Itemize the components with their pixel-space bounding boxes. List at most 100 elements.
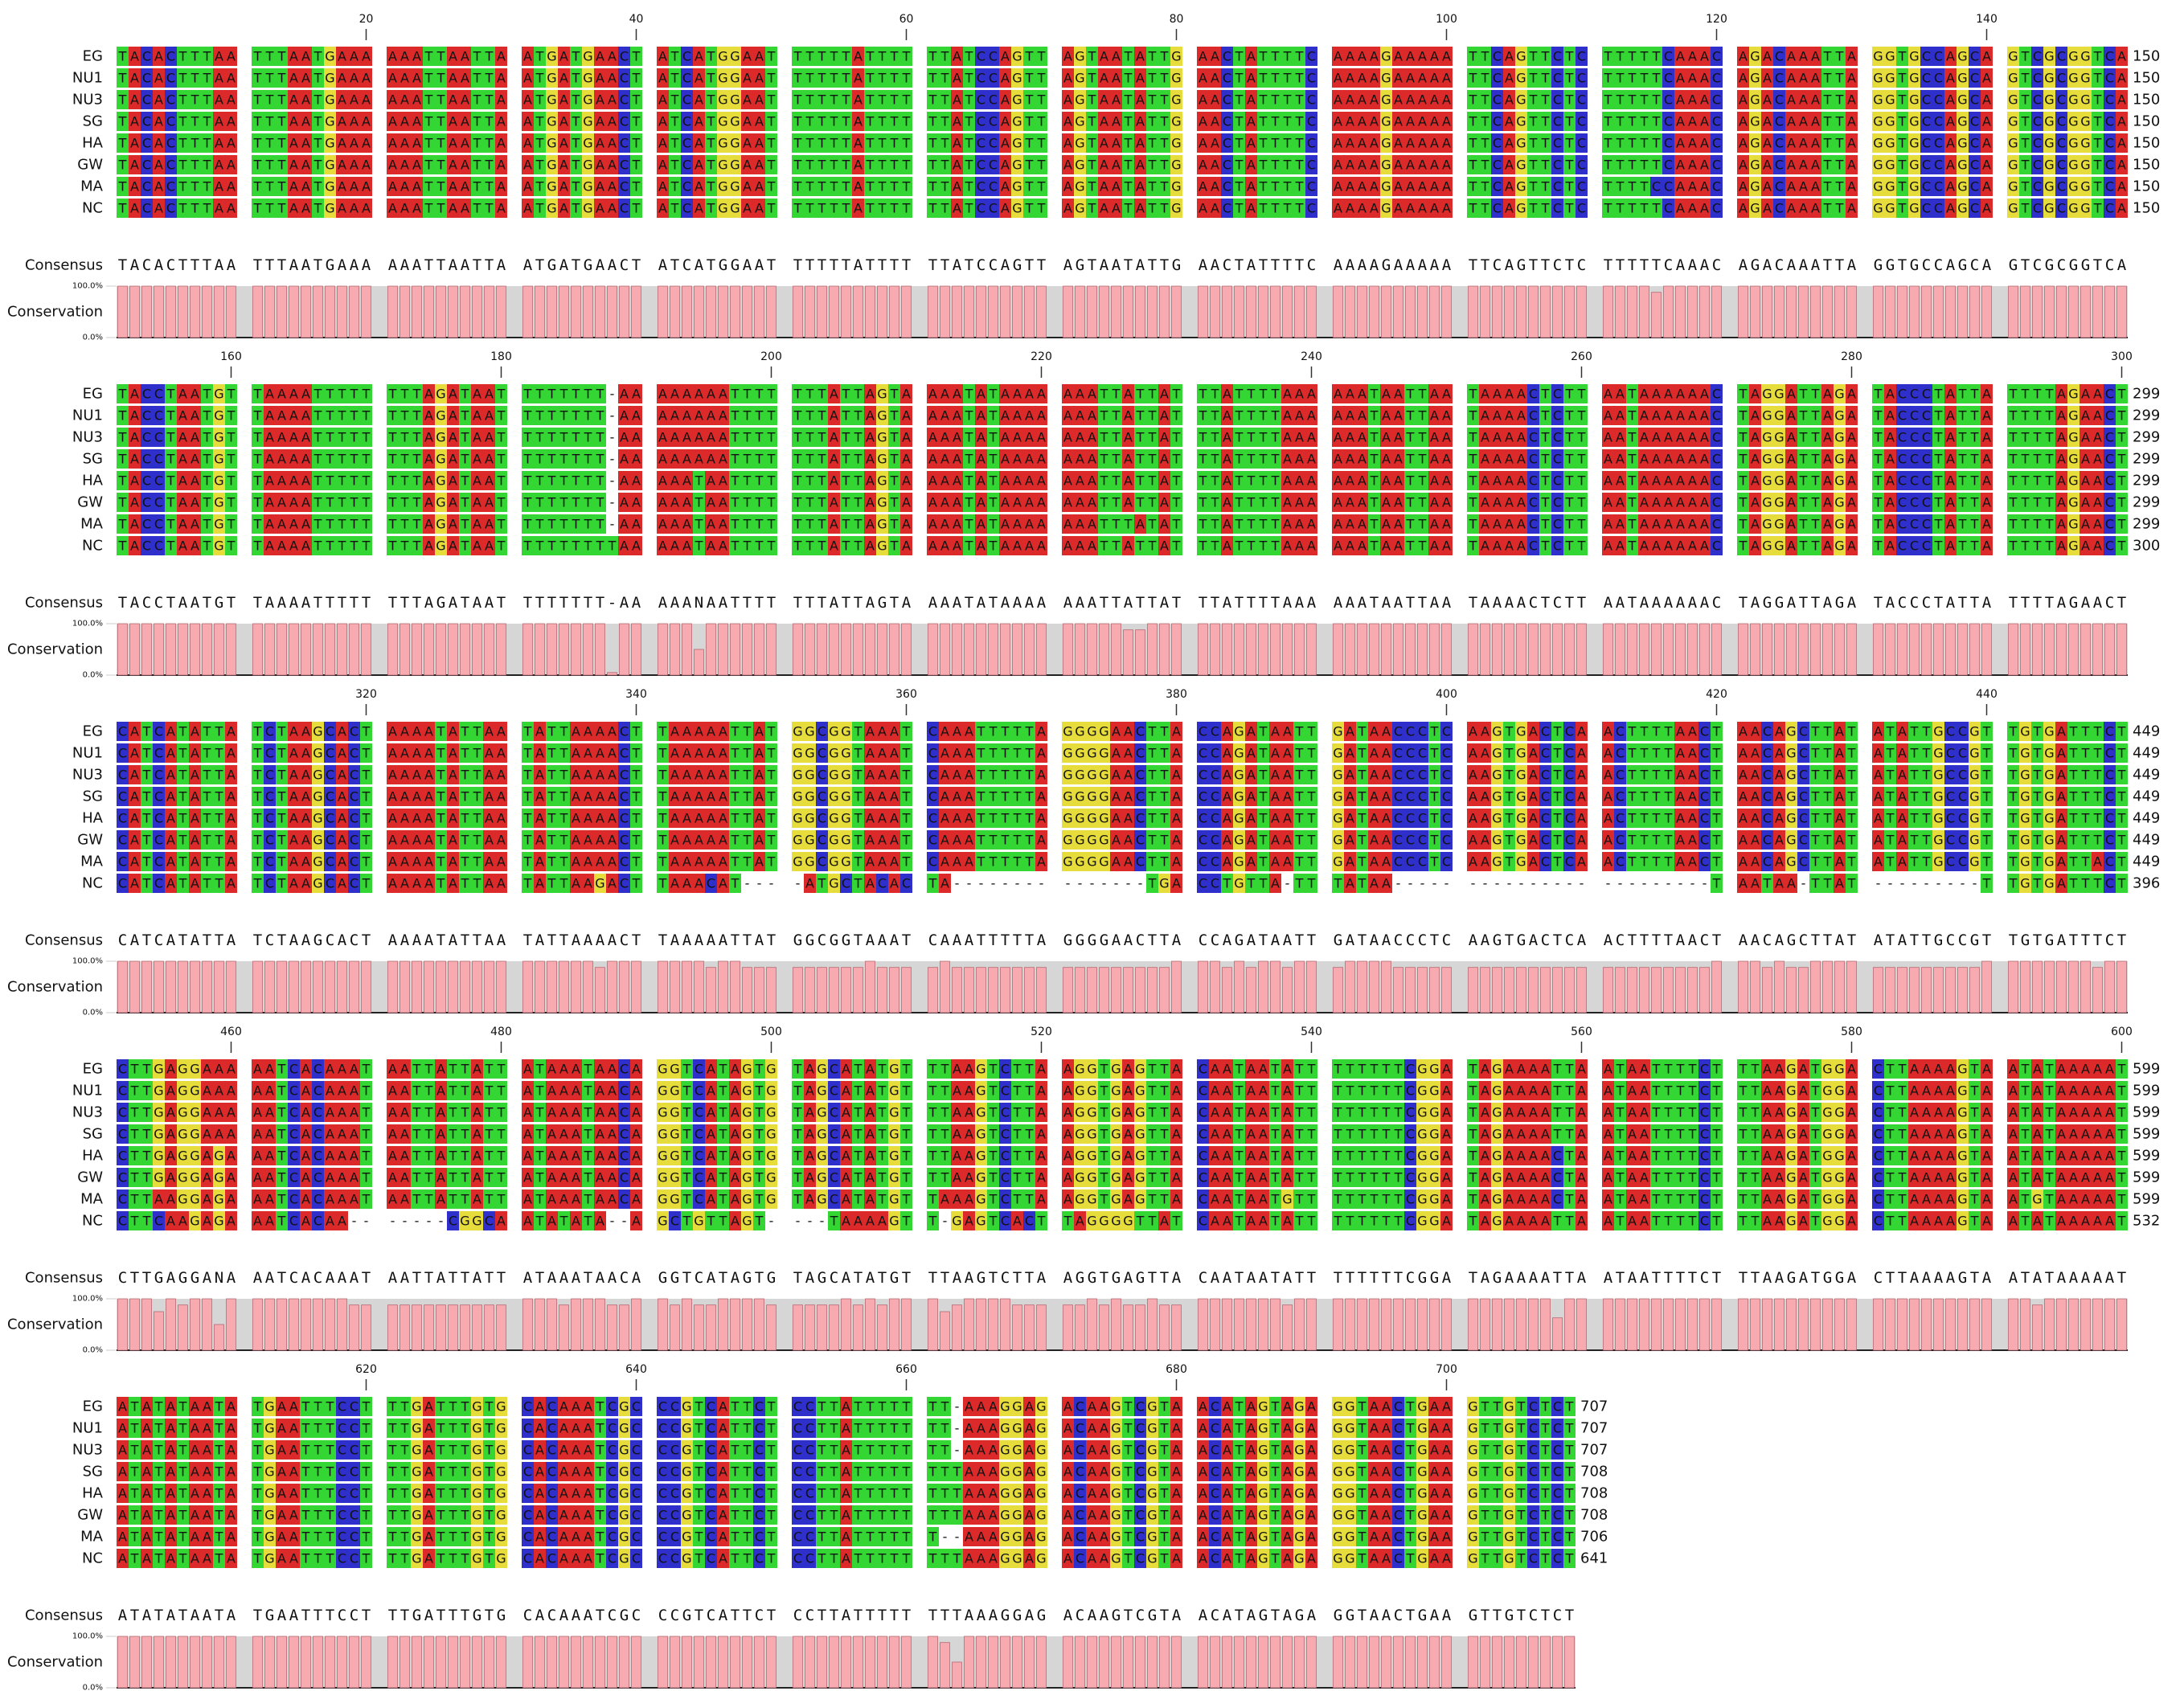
residue-cell xyxy=(1821,90,1834,109)
residue-cell xyxy=(1011,112,1023,131)
sequence-group: AATAAAAAAC xyxy=(1604,594,1721,612)
conservation-bar xyxy=(928,285,938,338)
conservation-bar xyxy=(805,967,815,1013)
residue-cell xyxy=(2007,68,2019,88)
ruler-label: 20 xyxy=(359,13,374,26)
residue-cell xyxy=(606,47,618,66)
residue-cell xyxy=(177,90,189,109)
residue-cell xyxy=(729,112,741,131)
conservation-bar xyxy=(1909,285,1920,338)
residue-cell xyxy=(2116,68,2128,88)
residue-cell xyxy=(900,90,912,109)
residue-cell xyxy=(1245,68,1257,88)
conservation-bar xyxy=(2104,285,2115,338)
residue-cell xyxy=(975,68,987,88)
residue-cell xyxy=(288,112,300,131)
conservation-bar xyxy=(583,960,593,1013)
residue-cell xyxy=(1932,90,1944,109)
conservation-bar xyxy=(1822,285,1833,338)
conservation-bar xyxy=(436,960,446,1013)
conservation-bar xyxy=(202,960,212,1013)
conservation-bar xyxy=(1123,629,1133,676)
residue-cell xyxy=(1957,47,1969,66)
residue-cell xyxy=(201,68,213,88)
residue-cell xyxy=(1146,68,1158,88)
ruler-label: 600 xyxy=(2111,1026,2133,1038)
residue-cell xyxy=(1221,47,1233,66)
residue-cell xyxy=(1711,90,1723,109)
residue-cell xyxy=(264,47,276,66)
residue-cell xyxy=(1563,68,1576,88)
conservation-bar xyxy=(1111,285,1121,338)
row-end-position: 449 xyxy=(2133,832,2160,849)
conservation-bar xyxy=(670,285,680,338)
residue-cell xyxy=(705,112,717,131)
sequence-name: SG xyxy=(83,788,103,805)
consensus-label: Consensus xyxy=(25,257,103,274)
residue-cell xyxy=(141,47,153,66)
conservation-bar xyxy=(1699,623,1710,676)
residue-cell xyxy=(1638,90,1650,109)
residue-cell xyxy=(999,47,1011,66)
residue-cell xyxy=(153,47,165,66)
sequence-group: TA-------- xyxy=(928,876,1044,891)
residue-cell xyxy=(1491,47,1503,66)
sequence-group: CATCATATTA xyxy=(118,931,236,949)
residue-cell xyxy=(1614,90,1626,109)
conservation-bar xyxy=(1012,285,1022,338)
row-end-position: 299 xyxy=(2133,473,2160,489)
residue-cell xyxy=(153,112,165,131)
conservation-bar xyxy=(325,285,335,338)
conservation-bar xyxy=(1417,967,1428,1013)
residue-cell xyxy=(483,112,495,131)
conservation-bar xyxy=(1909,967,1920,1013)
conservation-bar xyxy=(1087,967,1097,1013)
residue-cell xyxy=(1650,90,1662,109)
residue-cell xyxy=(558,112,570,131)
residue-cell xyxy=(348,90,360,109)
conservation-bar xyxy=(484,960,494,1013)
conservation-bar xyxy=(301,285,311,338)
conservation-bar xyxy=(1123,285,1133,338)
residue-cell xyxy=(411,68,423,88)
conservation-bar xyxy=(619,285,629,338)
residue-cell xyxy=(1134,68,1146,88)
residue-cell xyxy=(900,68,912,88)
conservation-bar xyxy=(1786,623,1797,676)
conservation-bar xyxy=(1663,285,1674,338)
residue-cell xyxy=(1074,112,1086,131)
residue-cell xyxy=(852,112,864,131)
residue-cell xyxy=(558,90,570,109)
residue-cell xyxy=(927,68,939,88)
conservation-bar xyxy=(460,623,470,676)
residue-cell xyxy=(213,112,225,131)
conservation-bar xyxy=(1576,623,1587,676)
residue-cell xyxy=(558,68,570,88)
residue-cell xyxy=(582,47,594,66)
conservation-bar xyxy=(535,285,545,338)
residue-cell xyxy=(1785,68,1797,88)
residue-cell xyxy=(1515,47,1527,66)
conservation-bar xyxy=(1429,623,1440,676)
residue-cell xyxy=(447,47,459,66)
residue-cell xyxy=(657,68,669,88)
conservation-bar xyxy=(1834,285,1845,338)
residue-cell xyxy=(1981,90,1993,109)
conservation-bar xyxy=(988,967,998,1013)
residue-cell xyxy=(1269,68,1281,88)
residue-cell xyxy=(888,68,900,88)
conservation-bar xyxy=(1441,285,1452,338)
residue-cell xyxy=(300,47,312,66)
row-end-position: 299 xyxy=(2133,516,2160,533)
conservation-bar xyxy=(400,960,410,1013)
residue-cell xyxy=(669,112,681,131)
conservation-bar xyxy=(1810,960,1821,1013)
residue-cell xyxy=(1011,90,1023,109)
conservation-bar xyxy=(964,967,974,1013)
conservation-bar xyxy=(1468,623,1478,676)
conservation-bar xyxy=(718,285,728,338)
residue-cell xyxy=(1404,47,1416,66)
residue-cell xyxy=(840,90,852,109)
residue-cell xyxy=(1797,68,1809,88)
conservation-bar xyxy=(1762,967,1772,1013)
